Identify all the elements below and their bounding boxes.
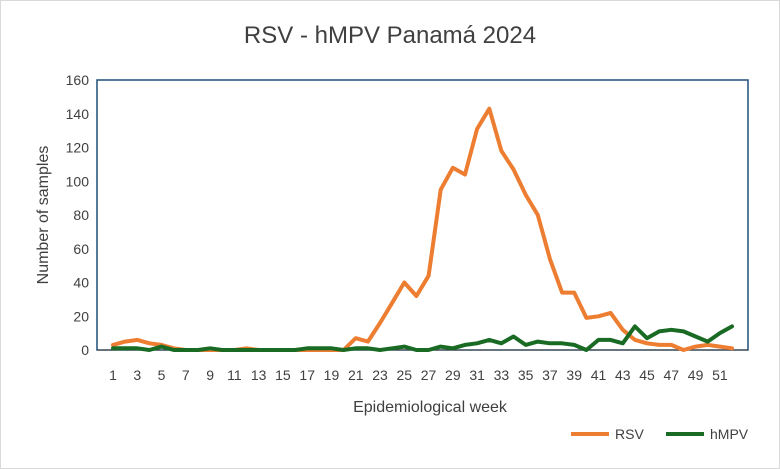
legend-label-rsv: RSV: [615, 426, 644, 442]
y-tick-label: 100: [66, 173, 90, 189]
y-tick-label: 140: [66, 106, 90, 122]
x-tick-label: 35: [518, 367, 534, 383]
chart-title: RSV - hMPV Panamá 2024: [243, 22, 537, 49]
x-tick-label: 23: [372, 367, 388, 383]
y-tick-label: 40: [73, 275, 89, 291]
y-tick-label: 0: [81, 342, 89, 358]
y-tick-label: 20: [73, 308, 89, 324]
y-tick-label: 160: [66, 72, 90, 88]
y-tick-label: 120: [66, 140, 90, 156]
x-axis-label: Epidemiological week: [353, 399, 508, 416]
x-tick-label: 51: [712, 367, 728, 383]
x-tick-label: 21: [348, 367, 364, 383]
plot-area: [96, 79, 749, 351]
series-lines: [111, 106, 734, 352]
x-tick-label: 29: [445, 367, 461, 383]
x-tick-label: 43: [615, 367, 631, 383]
x-tick-label: 7: [182, 367, 190, 383]
y-tick-label: 60: [73, 241, 89, 257]
x-tick-label: 11: [227, 367, 242, 383]
x-axis-ticks: 1 3 5 7 9 11 13 15 17 19 21 23 25 27 29 31 33 35 37 39 41 43 4…: [109, 367, 728, 383]
y-axis-label: Number of samples: [35, 146, 52, 285]
x-tick-label: 45: [639, 367, 655, 383]
x-tick-label: 25: [397, 367, 413, 383]
legend: RSV hMPV: [571, 426, 749, 442]
x-tick-label: 37: [542, 367, 558, 383]
x-tick-label: 17: [299, 367, 315, 383]
x-tick-label: 33: [494, 367, 510, 383]
series-line-hmpv: [111, 324, 734, 352]
x-tick-label: 3: [133, 367, 141, 383]
x-tick-label: 27: [421, 367, 437, 383]
x-tick-label: 15: [275, 367, 291, 383]
x-tick-label: 13: [251, 367, 267, 383]
x-tick-label: 19: [324, 367, 340, 383]
x-tick-label: 9: [206, 367, 214, 383]
x-tick-label: 31: [469, 367, 485, 383]
legend-label-hmpv: hMPV: [710, 426, 749, 442]
series-line-rsv: [111, 106, 734, 352]
y-axis-ticks: 0 20 40 60 80 100 120 140 160: [66, 72, 90, 358]
x-tick-label: 47: [664, 367, 680, 383]
x-tick-label: 5: [158, 367, 166, 383]
x-tick-label: 39: [566, 367, 582, 383]
x-tick-label: 41: [591, 367, 607, 383]
y-tick-label: 80: [73, 207, 89, 223]
x-tick-label: 1: [109, 367, 117, 383]
x-tick-label: 49: [688, 367, 704, 383]
